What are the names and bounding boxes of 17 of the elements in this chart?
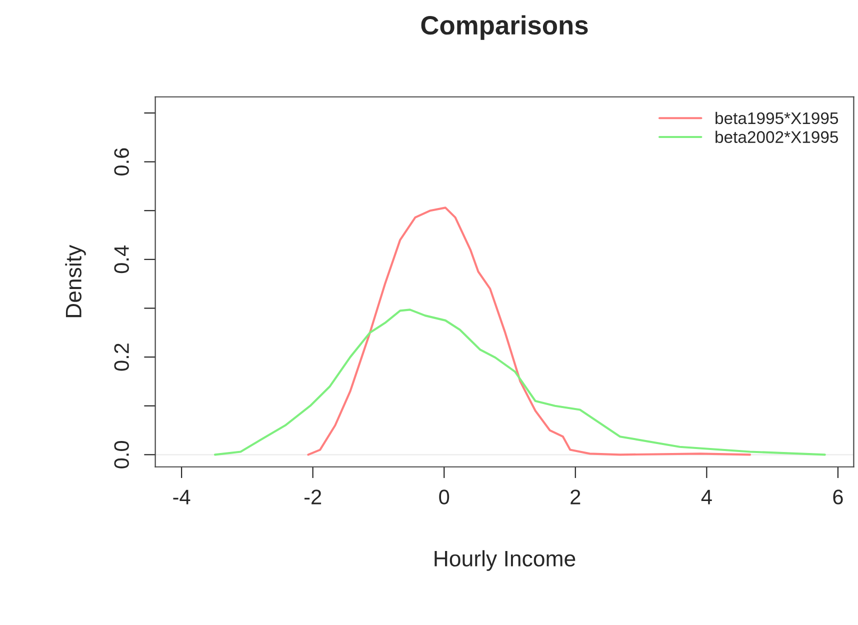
x-axis-title: Hourly Income xyxy=(434,550,576,571)
x-tick-label: 2 xyxy=(570,490,580,504)
y-tick-label: 0.2 xyxy=(114,344,129,371)
y-tick-label: 0.6 xyxy=(114,148,129,176)
x-tick-label: -2 xyxy=(304,490,322,504)
y-tick-label: 0.0 xyxy=(114,441,129,468)
legend-label: beta1995*X1995 xyxy=(716,112,838,124)
x-tick-label: -4 xyxy=(173,490,190,504)
x-tick-label: 6 xyxy=(833,490,843,504)
x-tick-label: 4 xyxy=(701,490,712,504)
line-series xyxy=(214,308,826,456)
legend-label: beta2002*X1995 xyxy=(716,130,838,143)
chart-title: Comparisons xyxy=(421,15,588,40)
y-axis-title: Density xyxy=(65,244,86,318)
x-tick-label: 0 xyxy=(439,490,450,504)
y-tick-label: 0.4 xyxy=(114,246,129,274)
line-series xyxy=(307,206,752,456)
